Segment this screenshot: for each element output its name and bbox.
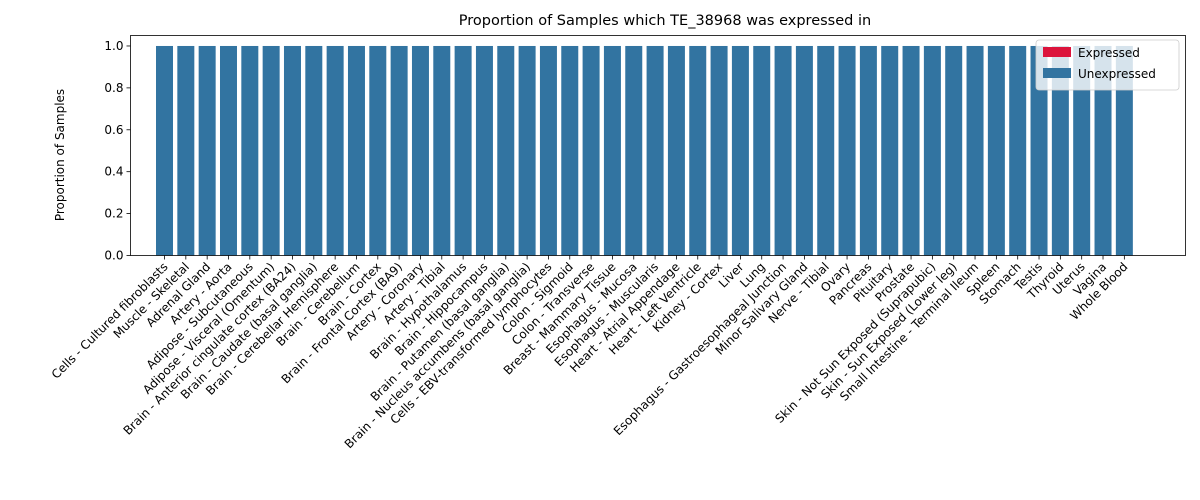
bar-unexpressed bbox=[497, 45, 515, 256]
bar-series bbox=[156, 45, 1133, 256]
bar-unexpressed bbox=[1009, 45, 1027, 256]
bar-unexpressed bbox=[369, 45, 387, 256]
bar-unexpressed bbox=[475, 45, 493, 256]
legend-box bbox=[1035, 39, 1180, 91]
legend-label-unexpressed: Unexpressed bbox=[1078, 67, 1156, 81]
bar-unexpressed bbox=[817, 45, 835, 256]
bar-unexpressed bbox=[881, 45, 899, 256]
bar-unexpressed bbox=[156, 45, 173, 256]
bar-unexpressed bbox=[347, 45, 365, 256]
bar-unexpressed bbox=[411, 45, 429, 256]
bar-unexpressed bbox=[433, 45, 451, 256]
legend-swatch-expressed bbox=[1043, 47, 1071, 57]
bar-unexpressed bbox=[1073, 45, 1091, 256]
bar-unexpressed bbox=[582, 45, 600, 256]
bar-unexpressed bbox=[795, 45, 813, 256]
y-tick-label: 0.8 bbox=[104, 81, 123, 95]
bar-unexpressed bbox=[283, 45, 301, 256]
bar-unexpressed bbox=[902, 45, 920, 256]
bar-unexpressed bbox=[1115, 45, 1133, 256]
bar-unexpressed bbox=[923, 45, 941, 256]
bar-unexpressed bbox=[838, 45, 856, 256]
chart-title: Proportion of Samples which TE_38968 was… bbox=[459, 13, 871, 29]
bar-unexpressed bbox=[219, 45, 237, 256]
bar-unexpressed bbox=[689, 45, 707, 256]
y-axis-ticks: 0.0 0.2 0.4 0.6 0.8 1.0 bbox=[104, 39, 131, 263]
bar-unexpressed bbox=[177, 45, 195, 256]
bar-unexpressed bbox=[390, 45, 408, 256]
y-tick-label: 1.0 bbox=[104, 39, 123, 53]
bar-unexpressed bbox=[539, 45, 557, 256]
legend: Expressed Unexpressed bbox=[1035, 39, 1180, 91]
bar-unexpressed bbox=[667, 45, 685, 256]
legend-swatch-unexpressed bbox=[1043, 68, 1071, 78]
bar-unexpressed bbox=[753, 45, 771, 256]
y-tick-label: 0.2 bbox=[104, 207, 123, 221]
legend-label-expressed: Expressed bbox=[1078, 46, 1140, 60]
bar-unexpressed bbox=[326, 45, 344, 256]
y-tick-label: 0.6 bbox=[104, 123, 123, 137]
bar-unexpressed bbox=[262, 45, 280, 256]
bar-unexpressed bbox=[774, 45, 792, 256]
bar-unexpressed bbox=[241, 45, 259, 256]
bar-unexpressed bbox=[646, 45, 664, 256]
bar-unexpressed bbox=[966, 45, 984, 256]
bar-unexpressed bbox=[710, 45, 728, 256]
bar-unexpressed bbox=[561, 45, 579, 256]
bar-unexpressed bbox=[625, 45, 643, 256]
bar-unexpressed bbox=[1094, 45, 1112, 256]
plot-frame bbox=[130, 35, 1186, 256]
bar-unexpressed bbox=[731, 45, 749, 256]
bar-unexpressed bbox=[987, 45, 1005, 256]
bar-unexpressed bbox=[454, 45, 472, 256]
bar-unexpressed bbox=[305, 45, 323, 256]
bar-unexpressed bbox=[518, 45, 536, 256]
bar-unexpressed bbox=[603, 45, 621, 256]
bar-unexpressed bbox=[198, 45, 216, 256]
bar-unexpressed bbox=[1030, 45, 1048, 256]
y-tick-label: 0.0 bbox=[104, 249, 123, 263]
bar-unexpressed bbox=[859, 45, 877, 256]
bar-unexpressed bbox=[945, 45, 963, 256]
y-axis-label: Proportion of Samples bbox=[53, 89, 67, 221]
y-tick-label: 0.4 bbox=[104, 165, 123, 179]
bar-unexpressed bbox=[1051, 45, 1069, 256]
